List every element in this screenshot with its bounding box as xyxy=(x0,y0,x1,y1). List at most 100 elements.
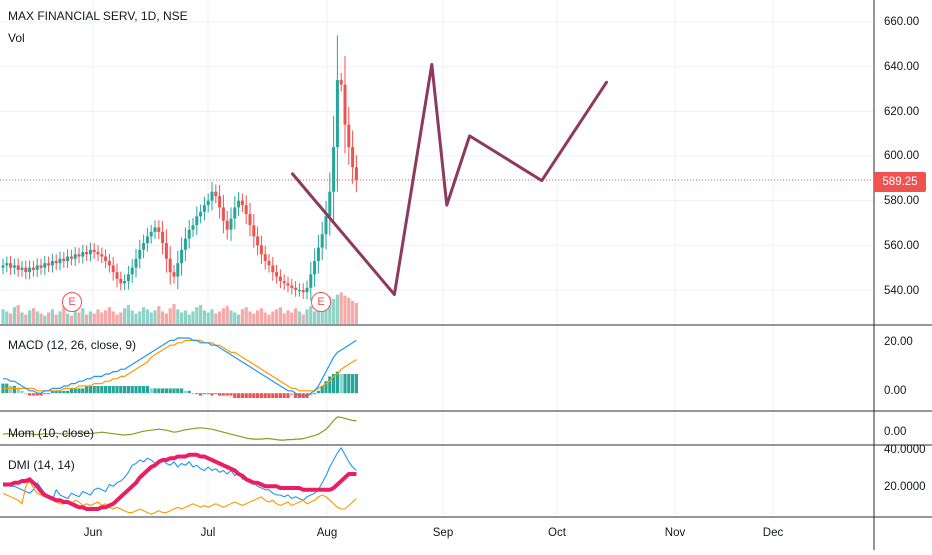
volume-bar xyxy=(351,300,355,324)
candle-body xyxy=(187,229,191,239)
volume-bar xyxy=(343,295,347,324)
macd-histogram-bar xyxy=(187,390,191,394)
candle-body xyxy=(62,258,66,261)
candle-body xyxy=(176,263,180,277)
candle-body xyxy=(66,256,70,261)
dmi-minus-line xyxy=(2,480,357,515)
x-tick-label: Jul xyxy=(200,527,216,539)
macd-histogram-bar xyxy=(294,393,298,398)
macd-histogram-bar xyxy=(347,374,351,394)
macd-histogram-bar xyxy=(183,390,187,394)
volume-bar xyxy=(157,306,161,324)
macd-histogram-bar xyxy=(339,374,343,394)
volume-bar xyxy=(28,310,32,324)
candle-body xyxy=(290,285,294,288)
candle-body xyxy=(138,249,142,259)
volume-bar xyxy=(43,315,47,324)
earnings-badge[interactable]: E xyxy=(311,292,331,312)
macd-histogram-bar xyxy=(123,386,127,394)
candle-body xyxy=(142,243,146,250)
candle-body xyxy=(69,256,73,259)
candle-body xyxy=(88,249,92,255)
macd-histogram-bar xyxy=(85,386,89,394)
macd-histogram-bar xyxy=(218,393,222,396)
volume-bar xyxy=(187,314,191,324)
volume-bar xyxy=(282,313,286,324)
y-tick-label: 580.00 xyxy=(884,195,920,207)
volume-bar xyxy=(263,312,267,324)
candle-body xyxy=(119,278,123,284)
volume-bar xyxy=(214,313,218,324)
candle-body xyxy=(316,247,320,261)
earnings-badge[interactable]: E xyxy=(62,292,82,312)
volume-bar xyxy=(347,297,351,324)
candle-body xyxy=(256,236,260,246)
macd-histogram-bar xyxy=(157,388,161,394)
macd-histogram-bar xyxy=(16,388,20,394)
candle-body xyxy=(9,263,13,268)
macd-signal-line xyxy=(3,339,357,392)
candle-body xyxy=(24,267,28,273)
candle-body xyxy=(180,249,184,264)
candle-body xyxy=(73,254,77,259)
macd-histogram-bar xyxy=(286,393,290,398)
macd-histogram-bar xyxy=(320,386,324,394)
macd-histogram-bar xyxy=(73,388,77,394)
candle-body xyxy=(218,196,222,208)
volume-bar xyxy=(96,309,100,324)
volume-bar xyxy=(301,314,305,324)
volume-bar xyxy=(9,313,13,324)
macd-y-tick-label: 0.00 xyxy=(884,385,907,397)
volume-bar xyxy=(119,312,123,324)
macd-histogram-bar xyxy=(161,388,165,394)
volume-bar xyxy=(81,308,85,324)
volume-bar xyxy=(62,306,66,324)
y-tick-label: 660.00 xyxy=(884,16,920,28)
volume-bar xyxy=(149,312,153,324)
macd-histogram-bar xyxy=(138,386,142,394)
candle-body xyxy=(237,200,241,208)
macd-histogram-bar xyxy=(237,393,241,398)
macd-histogram-bar xyxy=(278,393,282,398)
candle-body xyxy=(214,191,218,197)
macd-histogram-bar xyxy=(267,393,271,398)
volume-bar xyxy=(259,308,263,324)
macd-histogram-bar xyxy=(191,393,195,395)
candle-body xyxy=(271,265,275,273)
volume-bar xyxy=(111,311,115,324)
volume-bar xyxy=(35,311,39,324)
drawing-line xyxy=(291,62,608,296)
macd-histogram-bar xyxy=(77,388,81,394)
momentum-y-tick-label: 0.00 xyxy=(884,426,907,438)
volume-bar xyxy=(69,315,73,324)
candle-body xyxy=(339,80,343,85)
candle-body xyxy=(225,220,229,230)
volume-bar xyxy=(85,314,89,324)
volume-bar xyxy=(107,307,111,324)
macd-y-tick-label: 20.00 xyxy=(884,336,913,348)
macd-histogram-bar xyxy=(271,393,275,398)
macd-histogram-bar xyxy=(351,374,355,394)
macd-histogram-bar xyxy=(115,386,119,394)
volume-label: Vol xyxy=(8,31,25,45)
volume-bar xyxy=(206,312,210,324)
candle-body xyxy=(252,225,256,237)
candle-body xyxy=(206,200,210,206)
volume-bar xyxy=(252,313,256,324)
candle-body xyxy=(16,265,20,270)
candle-body xyxy=(134,258,138,268)
macd-histogram-bar xyxy=(206,393,210,395)
volume-bar xyxy=(54,314,58,324)
volume-bar xyxy=(267,314,271,324)
candle-body xyxy=(145,236,149,244)
candle-body xyxy=(351,147,355,168)
macd-histogram-bar xyxy=(164,388,168,394)
candle-body xyxy=(115,272,119,279)
volume-bar xyxy=(305,309,309,324)
x-tick-label: Sep xyxy=(432,527,454,539)
macd-histogram-bar xyxy=(126,386,130,394)
momentum-label: Mom (10, close) xyxy=(8,426,95,440)
volume-bar xyxy=(126,305,130,324)
macd-histogram-bar xyxy=(69,388,73,394)
